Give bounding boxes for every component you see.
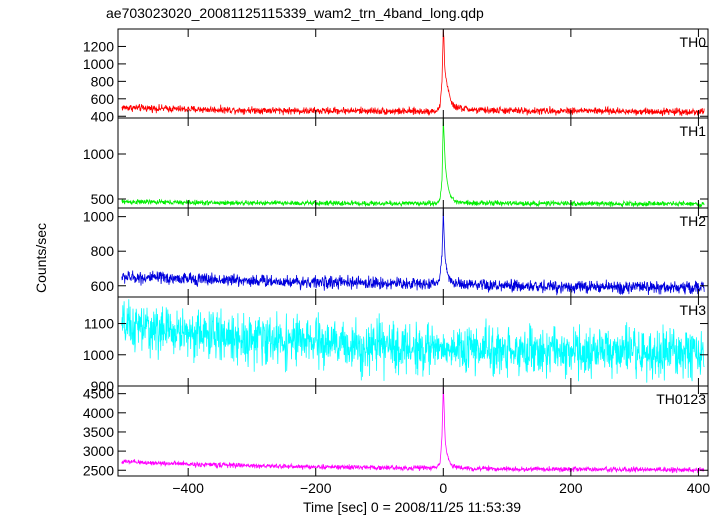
y-tick-label: 1000 <box>83 347 114 363</box>
y-axis-label: Counts/sec <box>33 223 49 293</box>
y-tick-label: 500 <box>91 191 115 207</box>
panel-th3: 900 1000 1100 TH3 <box>83 296 709 394</box>
y-tick-label: 1100 <box>84 316 114 332</box>
series-line-th0123 <box>121 387 705 474</box>
x-tick-label: −200 <box>300 480 332 496</box>
y-tick-label: 1200 <box>83 38 114 54</box>
y-tick-label: 4000 <box>83 405 114 421</box>
y-tick-label: 3000 <box>83 443 114 459</box>
y-tick-label: 1000 <box>83 56 114 72</box>
y-tick-label: 400 <box>91 108 115 124</box>
series-line-th3 <box>121 299 705 383</box>
x-tick-labels: −400 −200 0 200 400 <box>172 480 710 496</box>
series-line-th2 <box>121 208 705 296</box>
series-line-th1 <box>121 118 705 208</box>
series-line-th0 <box>121 29 705 117</box>
panel-th2: 600 800 1000 TH2 <box>83 207 709 298</box>
y-tick-label: 800 <box>91 243 115 259</box>
x-axis-label: Time [sec] 0 = 2008/11/25 11:53:39 <box>303 499 521 515</box>
y-tick-label: 600 <box>91 91 115 107</box>
x-tick-label: 0 <box>439 480 447 496</box>
x-tick-label: 200 <box>559 480 583 496</box>
y-tick-label: 3500 <box>83 424 114 440</box>
y-tick-label: 900 <box>91 378 115 394</box>
panel-label: TH3 <box>680 302 707 318</box>
panel-label: TH0123 <box>656 391 706 407</box>
panel-th0123: 2500 3000 3500 4000 4500 TH0123 <box>83 385 709 478</box>
chart-title: ae703023020_20081125115339_wam2_trn_4ban… <box>106 5 484 21</box>
y-tick-label: 1000 <box>83 146 114 162</box>
y-tick-label: 2500 <box>83 462 114 478</box>
panel-frame <box>117 385 709 477</box>
panel-label: TH0 <box>680 34 707 50</box>
panel-frame <box>117 28 709 119</box>
y-tick-label: 600 <box>91 278 115 294</box>
panel-label: TH2 <box>680 213 707 229</box>
x-tick-label: −400 <box>172 480 204 496</box>
panel-label: TH1 <box>680 123 707 139</box>
y-tick-label: 1000 <box>83 209 114 225</box>
panel-frame <box>117 117 709 209</box>
y-tick-label: 4500 <box>83 386 114 402</box>
panel-th1: 500 1000 TH1 <box>83 117 709 209</box>
x-tick-label: 400 <box>687 480 711 496</box>
y-tick-label: 800 <box>91 73 115 89</box>
